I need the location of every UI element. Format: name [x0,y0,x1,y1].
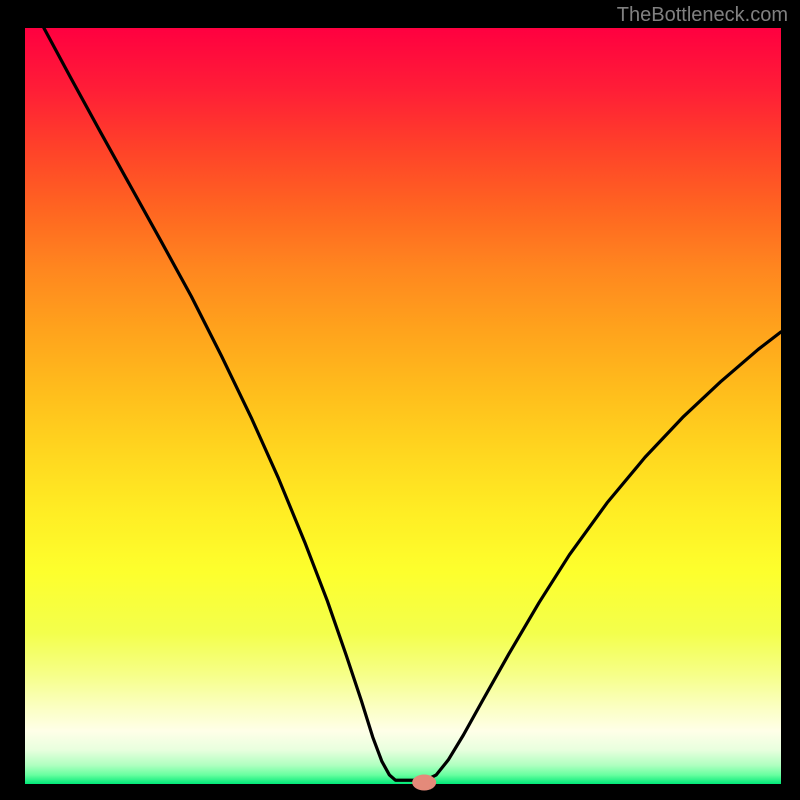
watermark-text: TheBottleneck.com [617,4,788,27]
plot-background [25,28,781,784]
optimal-marker [412,774,436,790]
chart-container: { "watermark": "TheBottleneck.com", "cha… [0,0,800,800]
bottleneck-chart [0,0,800,800]
